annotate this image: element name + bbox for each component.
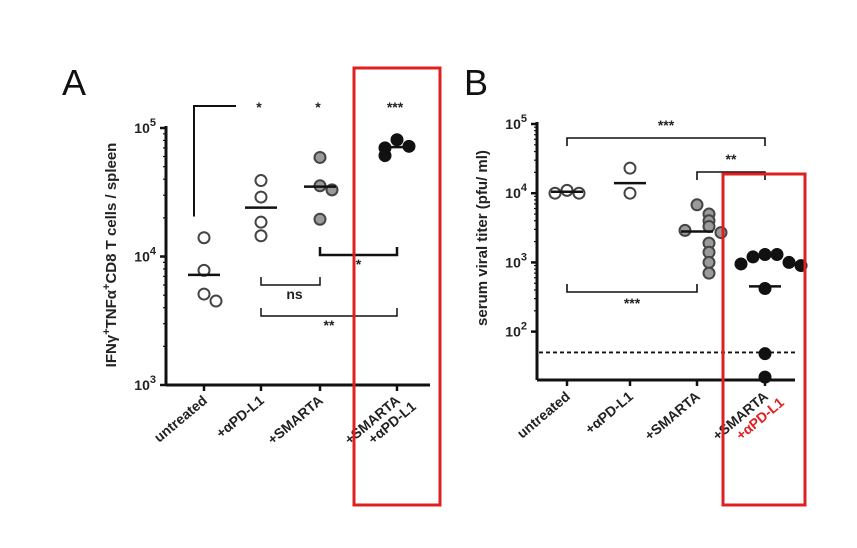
data-point [758,370,772,384]
panel-b-highlight-box [721,172,807,507]
data-point [623,186,637,200]
data-point [390,133,404,147]
data-point [572,186,586,200]
data-point [702,255,716,269]
panel-a-y-axis-label: IFNγ+TNFα+CD8 T cells / spleen [101,143,120,368]
data-point [782,255,796,269]
panel-a-points [188,133,416,308]
data-point [548,186,562,200]
category-label: +αPD-L1 [213,392,267,441]
significance-bracket [566,284,698,293]
data-point [313,150,327,164]
y-tick-label: 104 [505,182,528,201]
significance-bracket [696,171,766,180]
data-point [254,190,268,204]
y-tick-label: 103 [505,251,527,270]
panel-b-y-ticks: 105 104 103 102 [505,113,537,340]
data-point [758,281,772,295]
double-star-label: ** [324,317,335,333]
significance-star: *** [387,99,404,115]
data-point [254,174,268,188]
y-tick-label: 102 [505,321,527,340]
data-point [254,215,268,229]
panel-b-points [539,161,808,384]
data-point [746,250,760,264]
significance-star: * [315,99,321,115]
panel-a-significance: * * ***ns*** [193,99,404,333]
category-label: untreated [151,392,210,445]
category-label: +SMARTA [264,392,326,447]
star-label: * [356,256,362,272]
data-point [702,266,716,280]
panel-a-y-ticks: 105 104 103 [134,117,166,393]
ns-bracket [260,277,321,286]
panel-b: B serum viral titer (pfu/ ml) 1051041031… [464,62,808,507]
category-label: +αPD-L1 [582,388,636,437]
significance-label: ** [726,151,737,167]
panel-a-categories: untreated +αPD-L1+SMARTA +SMARTA+αPD-L1 [151,385,419,447]
panel-b-categories: untreated +αPD-L1 +SMARTA +SMARTA+αPD-L1 [514,380,787,443]
y-tick-label: 104 [134,246,157,265]
significance-label: *** [624,295,641,311]
data-point [197,231,211,245]
panel-a-highlight-box [352,66,442,507]
panel-a: A IFNγ+TNFα+CD8 T cells / spleen 1051041… [62,62,442,507]
data-point [690,198,704,212]
vs-untreated-bracket [193,105,236,217]
significance-bracket [566,137,766,146]
y-tick-label: 103 [134,374,156,393]
data-point [313,212,327,226]
data-point [623,161,637,175]
panel-b-significance: ******** [566,117,766,311]
data-point [770,248,784,262]
data-point [734,257,748,271]
data-point [758,248,772,262]
data-point [254,229,268,243]
data-point [560,183,574,197]
significance-label: *** [658,117,675,133]
star-bracket [318,247,399,257]
data-point [197,287,211,301]
data-point [714,226,728,240]
data-point [209,294,223,308]
significance-star: * [256,99,262,115]
y-tick-label: 105 [505,113,527,132]
data-point [378,149,392,163]
category-label: +SMARTA [641,388,703,443]
double-star-bracket [260,308,398,317]
panel-b-letter: B [464,62,488,103]
panel-b-axes [535,122,795,382]
category-label: untreated [514,388,573,441]
data-point [758,347,772,361]
ns-label: ns [286,286,303,302]
panel-b-y-axis-label: serum viral titer (pfu/ ml) [474,150,491,326]
panel-a-letter: A [62,62,86,103]
y-tick-label: 105 [134,117,156,136]
